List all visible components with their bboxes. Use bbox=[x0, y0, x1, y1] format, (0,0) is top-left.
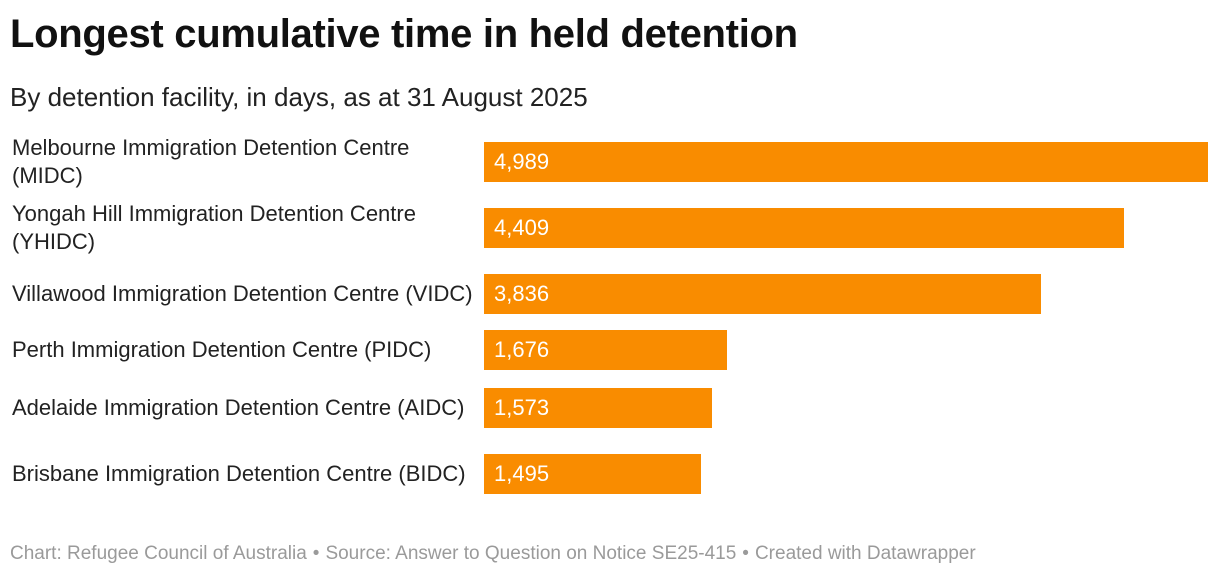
bar: 3,836 bbox=[484, 274, 1041, 314]
category-label: Adelaide Immigration Detention Centre (A… bbox=[12, 395, 465, 420]
bar: 1,495 bbox=[484, 454, 701, 494]
bar-value-label: 1,676 bbox=[494, 337, 550, 362]
category-label: Villawood Immigration Detention Centre (… bbox=[12, 281, 473, 306]
bar: 1,676 bbox=[484, 330, 727, 370]
bar-value-label: 4,989 bbox=[494, 149, 550, 174]
bar-value-label: 3,836 bbox=[494, 281, 550, 306]
bar: 4,989 bbox=[484, 142, 1208, 182]
created-with: Created with Datawrapper bbox=[754, 543, 976, 564]
bar: 4,409 bbox=[484, 208, 1124, 248]
footer-separator: • bbox=[742, 543, 749, 564]
category-label: Melbourne Immigration Detention Centre (… bbox=[12, 135, 410, 188]
chart-source: Source: Answer to Question on Notice SE2… bbox=[325, 543, 737, 564]
category-label: Perth Immigration Detention Centre (PIDC… bbox=[12, 337, 432, 362]
chart-subtitle: By detention facility, in days, as at 31… bbox=[10, 82, 588, 112]
footer-separator: • bbox=[312, 543, 320, 564]
chart-title: Longest cumulative time in held detentio… bbox=[10, 12, 798, 56]
bar-value-label: 4,409 bbox=[494, 215, 550, 240]
category-label: Yongah Hill Immigration Detention Centre… bbox=[12, 201, 416, 254]
chart-footer: Chart: Refugee Council of Australia • Sour… bbox=[10, 543, 976, 565]
chart-credit: Chart: Refugee Council of Australia bbox=[10, 543, 307, 564]
bar: 1,573 bbox=[484, 388, 712, 428]
category-label: Brisbane Immigration Detention Centre (B… bbox=[12, 461, 466, 486]
bar-value-label: 1,573 bbox=[494, 395, 550, 420]
bar-value-label: 1,495 bbox=[494, 461, 550, 486]
